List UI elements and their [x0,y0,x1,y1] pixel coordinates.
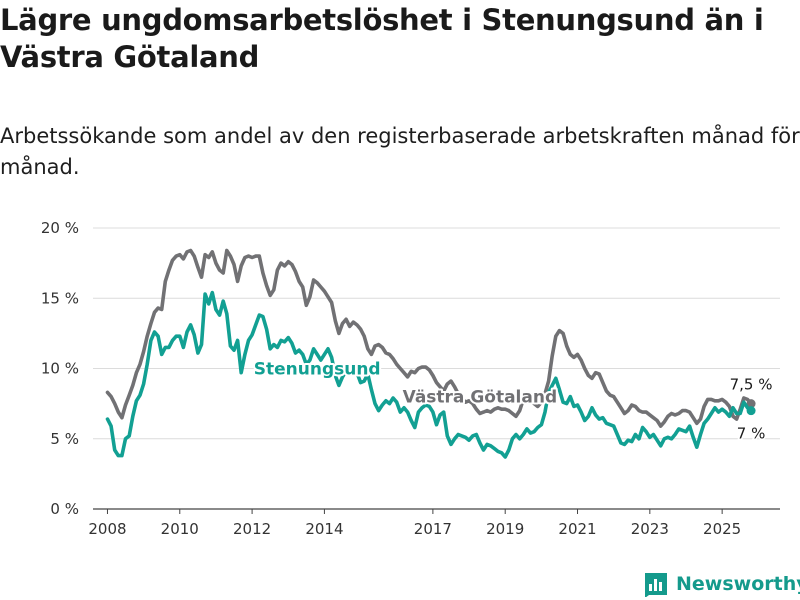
newsworthy-logo-icon [645,573,667,597]
y-axis-ticks: 0 % 5 % 10 % 15 % 20 % [41,219,79,518]
end-value-label-stenungsund: 7 % [737,425,766,443]
x-tick-label: 2017 [414,520,452,538]
x-axis-ticks: 2008 2010 2012 2014 2017 2019 2021 2023 2025 [88,509,741,538]
x-tick-label: 2012 [233,520,271,538]
y-tick-label: 5 % [50,430,79,448]
brand-logo: Newsworthy [643,569,800,599]
series-label-stenungsund: Stenungsund [254,360,381,380]
end-point-stenungsund [746,406,756,416]
series-lines [105,248,756,459]
end-value-label-vastra-gotaland: 7,5 % [730,376,773,394]
y-tick-label: 20 % [41,219,79,237]
brand-name: Newsworthy [676,573,800,595]
y-tick-label: 10 % [41,360,79,378]
x-tick-label: 2008 [88,520,126,538]
end-point-vastra-gotaland [746,399,756,409]
series-line-stenungsund [105,290,753,459]
x-tick-label: 2021 [558,520,596,538]
chart-title: Lägre ungdomsarbetslöshet i Stenungsund … [0,3,764,74]
x-tick-label: 2010 [161,520,199,538]
x-tick-label: 2014 [305,520,343,538]
y-tick-label: 0 % [50,500,79,518]
x-tick-label: 2023 [631,520,669,538]
x-tick-label: 2025 [703,520,741,538]
x-tick-label: 2019 [486,520,524,538]
series-label-vastra-gotaland: Västra Götaland [403,388,558,408]
series-line-vastra-gotaland [105,248,753,428]
y-tick-label: 15 % [41,289,79,307]
series-labels: Västra Götaland 7,5 % Stenungsund 7 % [252,358,774,445]
chart-subtitle: Arbetssökande som andel av den registerb… [0,124,800,179]
